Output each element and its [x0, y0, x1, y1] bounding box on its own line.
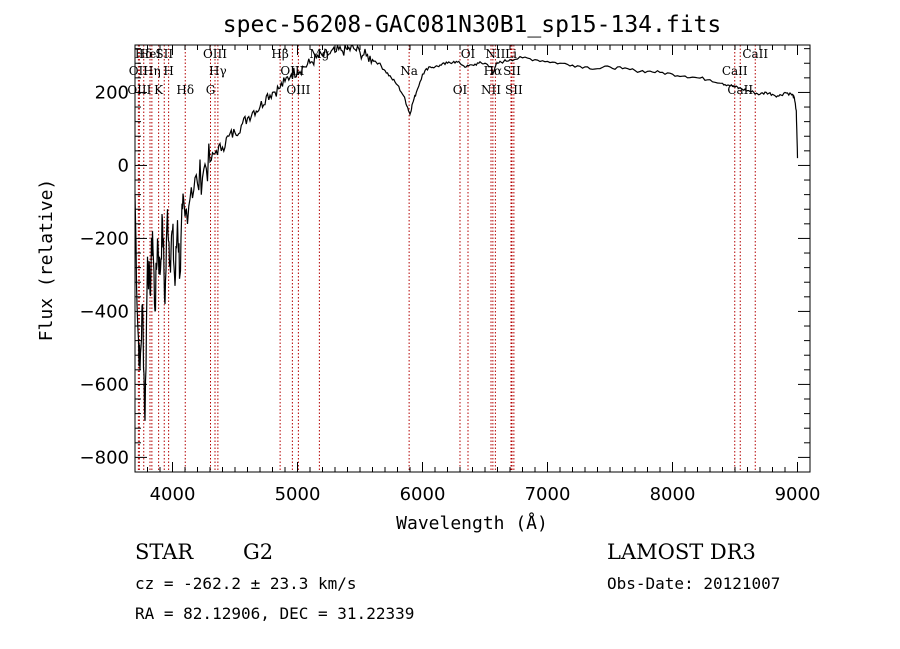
line-label: CaII	[742, 47, 768, 61]
line-label: Hα	[484, 64, 503, 78]
x-axis-ticks: 4000 5000 6000 7000 8000 9000	[134, 45, 821, 505]
plot-frame	[134, 44, 811, 473]
line-label: OI	[461, 47, 476, 61]
y-tick-label: −200	[80, 228, 129, 249]
line-label: OI	[453, 83, 468, 97]
survey-name: LAMOST DR3	[607, 540, 756, 564]
x-tick-label: 7000	[525, 484, 571, 505]
line-label: G	[206, 83, 216, 97]
line-label: K	[154, 83, 164, 97]
observation-date: Obs-Date: 20121007	[607, 574, 781, 593]
y-tick-label: −400	[80, 301, 129, 322]
line-label: H	[163, 64, 173, 78]
y-tick-label: −600	[80, 374, 129, 395]
line-label: SII	[505, 83, 523, 97]
x-tick-label: 9000	[775, 484, 821, 505]
y-tick-label: −800	[80, 447, 129, 468]
line-label: HeI	[139, 47, 162, 61]
line-label: SII	[155, 47, 173, 61]
line-label: Hη	[143, 64, 161, 78]
sky-coordinates: RA = 82.12906, DEC = 31.22339	[135, 604, 415, 623]
object-class: STAR	[135, 540, 194, 564]
y-axis-ticks: −800 −600 −400 −200 0 200	[80, 48, 810, 473]
line-label: NII	[485, 47, 505, 61]
line-label: OIII	[286, 83, 310, 97]
y-tick-label: 200	[95, 82, 129, 103]
x-tick-label: 4000	[150, 484, 196, 505]
line-label: Hγ	[209, 64, 227, 78]
x-tick-label: 6000	[400, 484, 446, 505]
line-label: Hδ	[176, 83, 194, 97]
line-label: OIII	[127, 83, 151, 97]
emission-line-markers	[137, 45, 756, 472]
line-label: SII	[503, 64, 521, 78]
object-subclass: G2	[243, 540, 274, 564]
line-label: NII	[481, 83, 501, 97]
line-label: OIII	[203, 47, 227, 61]
flux-series-line	[134, 44, 799, 421]
line-label: Hδ	[135, 47, 153, 61]
y-axis-label: Flux (relative)	[36, 179, 57, 342]
line-label: Hβ	[271, 47, 288, 61]
y-tick-label: 0	[118, 155, 129, 176]
line-label: Na	[400, 64, 418, 78]
x-tick-label: 5000	[275, 484, 321, 505]
redshift-velocity: cz = -262.2 ± 23.3 km/s	[135, 574, 357, 593]
line-label: Li	[505, 47, 517, 61]
line-label: OII	[129, 64, 149, 78]
chart-title: spec-56208-GAC081N30B1_sp15-134.fits	[223, 12, 722, 38]
line-label: CaII	[722, 64, 748, 78]
x-axis-label: Wavelength (Å)	[396, 512, 548, 534]
x-tick-label: 8000	[650, 484, 696, 505]
